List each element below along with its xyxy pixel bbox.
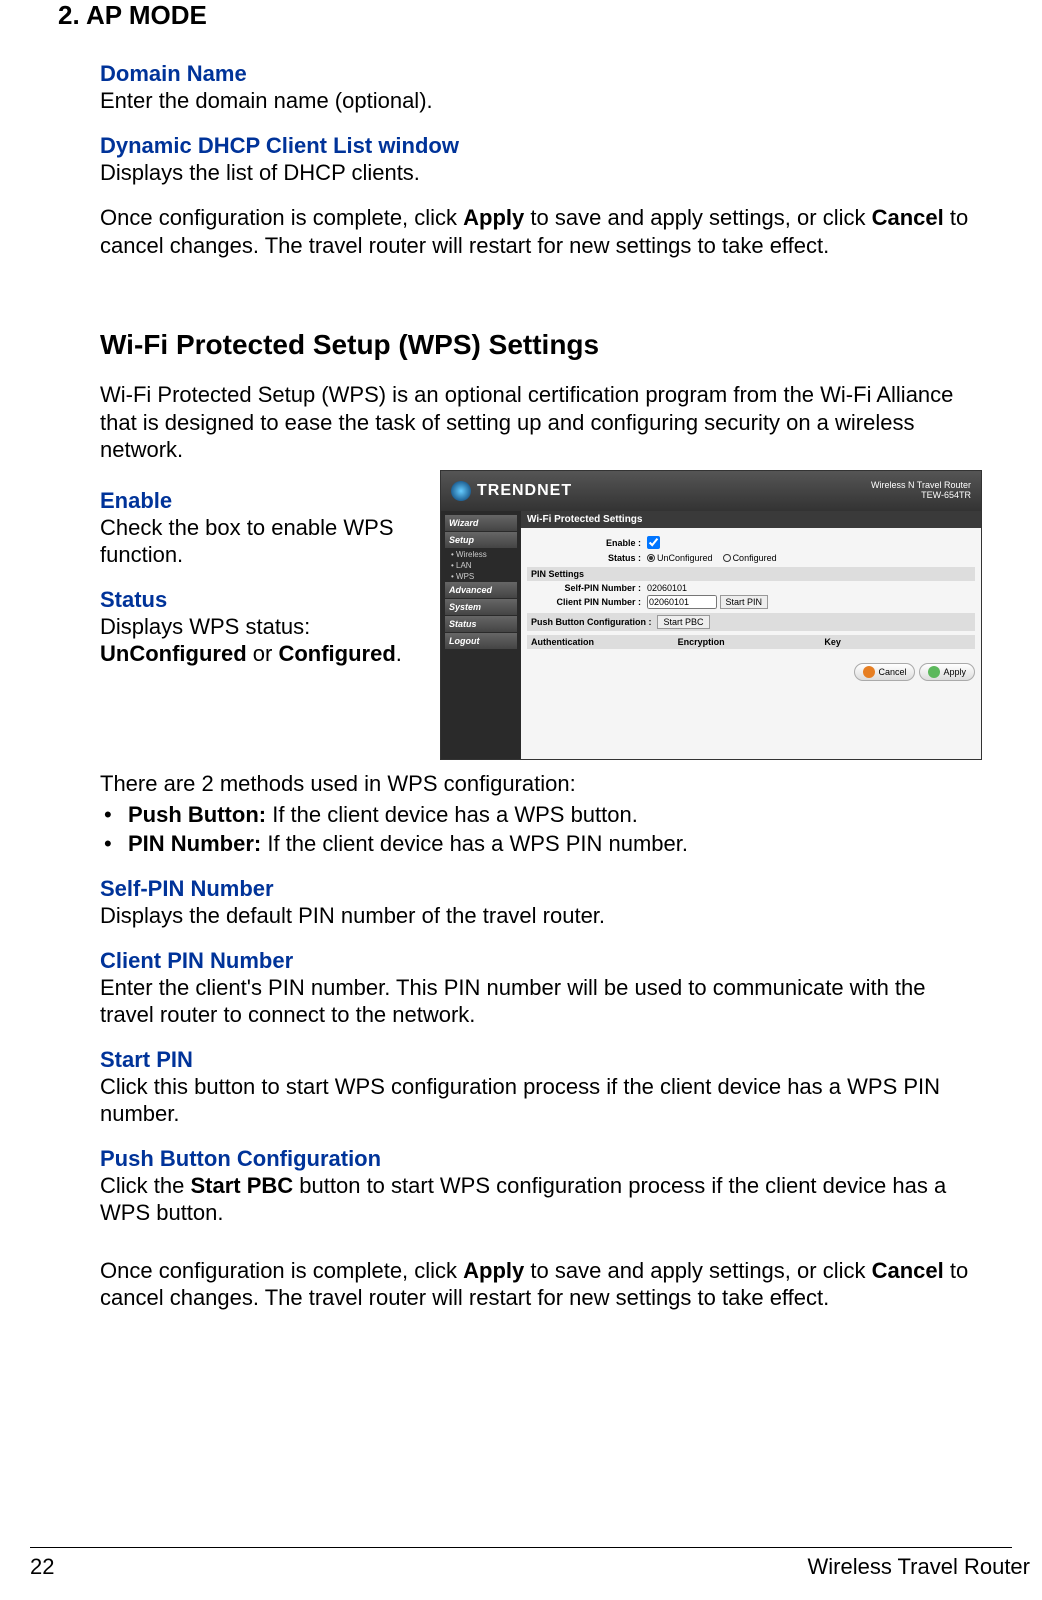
form-pbc-label: Push Button Configuration :	[531, 617, 657, 627]
startpbc-bold: Start PBC	[190, 1173, 293, 1198]
panel-title: Wi-Fi Protected Settings	[521, 511, 981, 528]
sidebar-sub-wps[interactable]: • WPS	[445, 571, 517, 582]
domain-name-label: Domain Name	[100, 61, 982, 87]
pin-settings-header: PIN Settings	[527, 567, 975, 581]
method-pin-rest: If the client device has a WPS PIN numbe…	[261, 831, 688, 856]
form-status-label: Status :	[527, 553, 647, 563]
text-fragment: .	[396, 641, 402, 666]
cancel-icon	[863, 666, 875, 678]
text-fragment: Displays WPS status:	[100, 614, 310, 639]
text-fragment: Click the	[100, 1173, 190, 1198]
form-enable-label: Enable :	[527, 538, 647, 548]
start-pin-button[interactable]: Start PIN	[720, 595, 769, 609]
enable-desc: Check the box to enable WPS function.	[100, 514, 420, 569]
dhcp-list-desc: Displays the list of DHCP clients.	[100, 159, 982, 187]
list-item: PIN Number: If the client device has a W…	[100, 830, 982, 859]
apply-bold: Apply	[463, 205, 524, 230]
method-pin-bold: PIN Number:	[128, 831, 261, 856]
brand-subtitle: Wireless N Travel Router TEW-654TR	[871, 481, 971, 501]
clientpin-label: Client PIN Number	[100, 948, 982, 974]
th-enc: Encryption	[678, 637, 825, 647]
status-configured: Configured	[278, 641, 395, 666]
dhcp-list-label: Dynamic DHCP Client List window	[100, 133, 982, 159]
selfpin-desc: Displays the default PIN number of the t…	[100, 902, 982, 930]
radio-unconfigured[interactable]	[647, 554, 655, 562]
cancel-btn-label: Cancel	[878, 667, 906, 677]
brand-sub-line2: TEW-654TR	[921, 490, 971, 500]
text-fragment: Once configuration is complete, click	[100, 1258, 463, 1283]
cancel-button[interactable]: Cancel	[854, 663, 915, 681]
screenshot-main-panel: Wi-Fi Protected Settings Enable : Status…	[521, 511, 981, 759]
th-key: Key	[824, 637, 971, 647]
radio-configured[interactable]	[723, 554, 731, 562]
form-clientpin-label: Client PIN Number :	[527, 597, 647, 607]
brand-text: TRENDNET	[477, 482, 572, 500]
enable-label: Enable	[100, 488, 420, 514]
sidebar-item-wizard[interactable]: Wizard	[445, 515, 517, 531]
sidebar-item-status[interactable]: Status	[445, 616, 517, 632]
radio-configured-label: Configured	[733, 553, 777, 563]
startpin-label: Start PIN	[100, 1047, 982, 1073]
sidebar-sub-lan[interactable]: • LAN	[445, 560, 517, 571]
text-fragment: to save and apply settings, or click	[524, 1258, 871, 1283]
text-fragment: Once configuration is complete, click	[100, 205, 463, 230]
apply-cancel-note-1: Once configuration is complete, click Ap…	[100, 204, 982, 259]
brand-logo-icon	[451, 481, 471, 501]
action-bar: Cancel Apply	[521, 655, 981, 689]
form-selfpin-label: Self-PIN Number :	[527, 583, 647, 593]
sidebar-item-advanced[interactable]: Advanced	[445, 582, 517, 598]
status-unconfigured: UnConfigured	[100, 641, 247, 666]
wps-heading: Wi-Fi Protected Setup (WPS) Settings	[100, 329, 982, 361]
th-auth: Authentication	[531, 637, 678, 647]
sidebar-item-system[interactable]: System	[445, 599, 517, 615]
start-pbc-button[interactable]: Start PBC	[657, 615, 709, 629]
text-fragment: to save and apply settings, or click	[524, 205, 871, 230]
selfpin-label: Self-PIN Number	[100, 876, 982, 902]
methods-list: Push Button: If the client device has a …	[100, 801, 982, 858]
apply-icon	[928, 666, 940, 678]
startpin-desc: Click this button to start WPS configura…	[100, 1073, 982, 1128]
page-footer: 22 Wireless Travel Router	[30, 1554, 1030, 1580]
clientpin-input[interactable]	[647, 595, 717, 609]
screenshot-header: TRENDNET Wireless N Travel Router TEW-65…	[441, 471, 981, 511]
status-radios: UnConfigured Configured	[647, 553, 777, 563]
brand-sub-line1: Wireless N Travel Router	[871, 480, 971, 490]
apply-cancel-note-2: Once configuration is complete, click Ap…	[100, 1257, 982, 1312]
status-label: Status	[100, 587, 420, 613]
apply-button[interactable]: Apply	[919, 663, 975, 681]
sidebar-item-setup[interactable]: Setup	[445, 532, 517, 548]
clientpin-desc: Enter the client's PIN number. This PIN …	[100, 974, 982, 1029]
screenshot-sidebar: Wizard Setup • Wireless • LAN • WPS Adva…	[441, 511, 521, 759]
method-push-rest: If the client device has a WPS button.	[266, 802, 638, 827]
methods-intro: There are 2 methods used in WPS configur…	[100, 770, 982, 798]
cancel-bold: Cancel	[872, 205, 944, 230]
cancel-bold-2: Cancel	[872, 1258, 944, 1283]
form-selfpin-value: 02060101	[647, 583, 687, 593]
domain-name-desc: Enter the domain name (optional).	[100, 87, 982, 115]
result-table-header: Authentication Encryption Key	[527, 635, 975, 649]
chapter-heading: 2. AP MODE	[58, 0, 982, 31]
sidebar-sub-wireless[interactable]: • Wireless	[445, 549, 517, 560]
footer-divider	[30, 1547, 1012, 1548]
router-screenshot: TRENDNET Wireless N Travel Router TEW-65…	[440, 470, 982, 760]
method-push-bold: Push Button:	[128, 802, 266, 827]
pbc-desc: Click the Start PBC button to start WPS …	[100, 1172, 982, 1227]
apply-btn-label: Apply	[943, 667, 966, 677]
text-fragment: or	[247, 641, 279, 666]
wps-intro: Wi-Fi Protected Setup (WPS) is an option…	[100, 381, 982, 464]
pbc-label: Push Button Configuration	[100, 1146, 982, 1172]
radio-unconfigured-label: UnConfigured	[657, 553, 713, 563]
enable-checkbox[interactable]	[647, 536, 660, 549]
page-number: 22	[30, 1554, 54, 1580]
status-desc: Displays WPS status: UnConfigured or Con…	[100, 613, 420, 668]
sidebar-item-logout[interactable]: Logout	[445, 633, 517, 649]
footer-title: Wireless Travel Router	[807, 1554, 1030, 1580]
list-item: Push Button: If the client device has a …	[100, 801, 982, 830]
apply-bold-2: Apply	[463, 1258, 524, 1283]
